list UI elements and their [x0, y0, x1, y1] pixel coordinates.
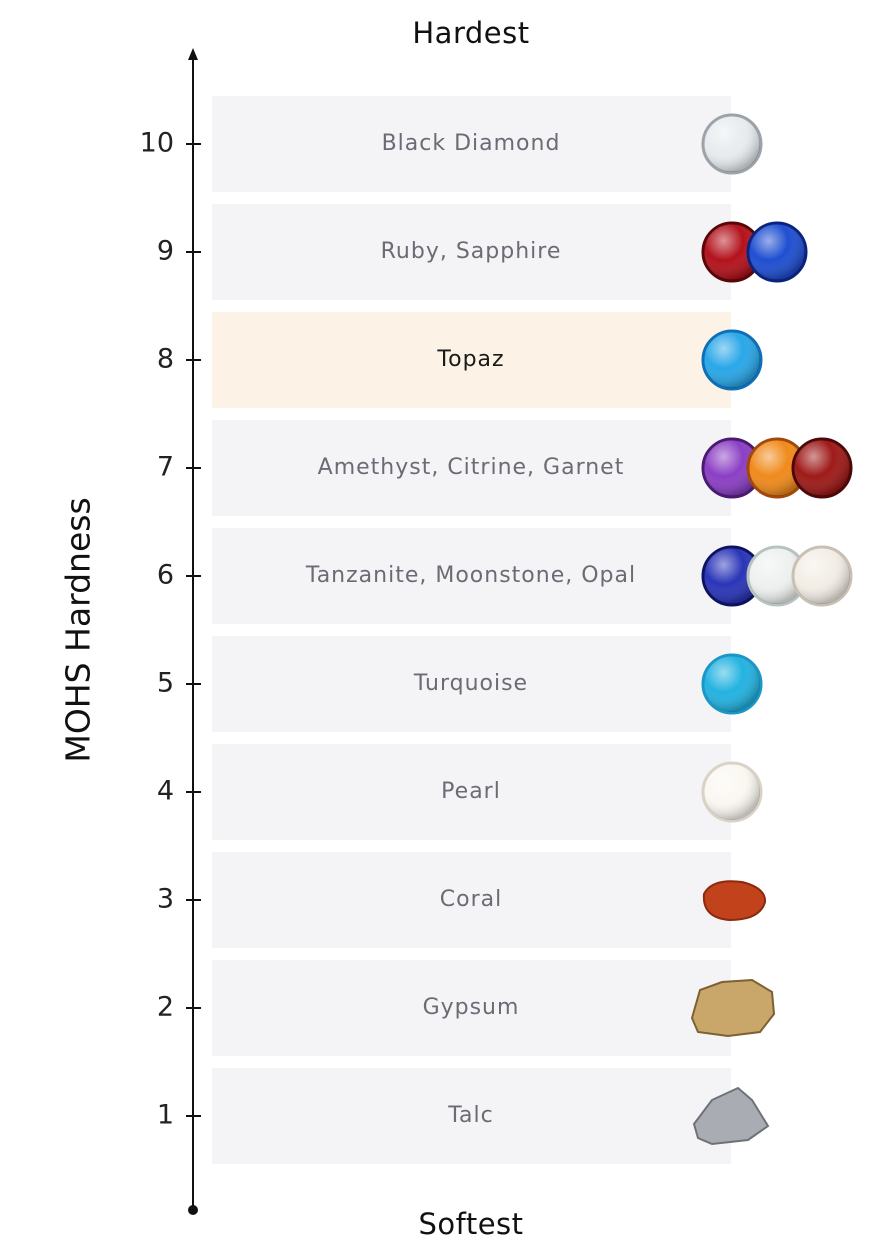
row-background [212, 1068, 731, 1164]
level-label: 7 [157, 452, 174, 483]
gem-shine [749, 440, 805, 496]
gem-shine [704, 116, 760, 172]
gem-shine [704, 656, 760, 712]
row-background [212, 204, 731, 300]
row-label: Black Diamond [382, 131, 561, 156]
gypsum-icon [690, 978, 776, 1038]
gem-shine [704, 332, 760, 388]
row-background [212, 744, 731, 840]
level-label: 10 [140, 128, 174, 159]
gem-shine [749, 548, 805, 604]
gem-shine [794, 548, 850, 604]
level-label: 2 [157, 992, 174, 1023]
gem-shine [794, 440, 850, 496]
axis-label: MOHS Hardness [59, 497, 98, 762]
row-background [212, 636, 731, 732]
axis-dot [188, 1205, 198, 1215]
row-background [212, 96, 731, 192]
gem-shine [704, 764, 760, 820]
gem-shine [704, 548, 760, 604]
row-label: Topaz [436, 347, 504, 372]
axis-arrow [188, 48, 198, 60]
level-label: 5 [157, 668, 174, 699]
row-background [212, 852, 731, 948]
level-label: 8 [157, 344, 174, 375]
row-label: Talc [447, 1103, 494, 1128]
talc-icon [692, 1086, 770, 1146]
row-label: Turquoise [413, 671, 528, 696]
row-label: Coral [440, 887, 502, 912]
level-label: 3 [157, 884, 174, 915]
row-label: Amethyst, Citrine, Garnet [318, 455, 625, 480]
row-label: Gypsum [423, 995, 520, 1020]
row-label: Tanzanite, Moonstone, Opal [305, 563, 636, 588]
gem-shine [704, 440, 760, 496]
gem-shine [704, 224, 760, 280]
row-background [212, 420, 731, 516]
row-label: Pearl [441, 779, 501, 804]
top-label: Hardest [412, 16, 529, 50]
gem-shine [749, 224, 805, 280]
level-label: 1 [157, 1100, 174, 1131]
level-label: 4 [157, 776, 174, 807]
row-background [212, 528, 731, 624]
row-background [212, 960, 731, 1056]
level-label: 6 [157, 560, 174, 591]
level-label: 9 [157, 236, 174, 267]
row-label: Ruby, Sapphire [381, 239, 562, 264]
bottom-label: Softest [418, 1207, 523, 1241]
coral-icon [702, 880, 767, 922]
row-background [212, 312, 731, 408]
